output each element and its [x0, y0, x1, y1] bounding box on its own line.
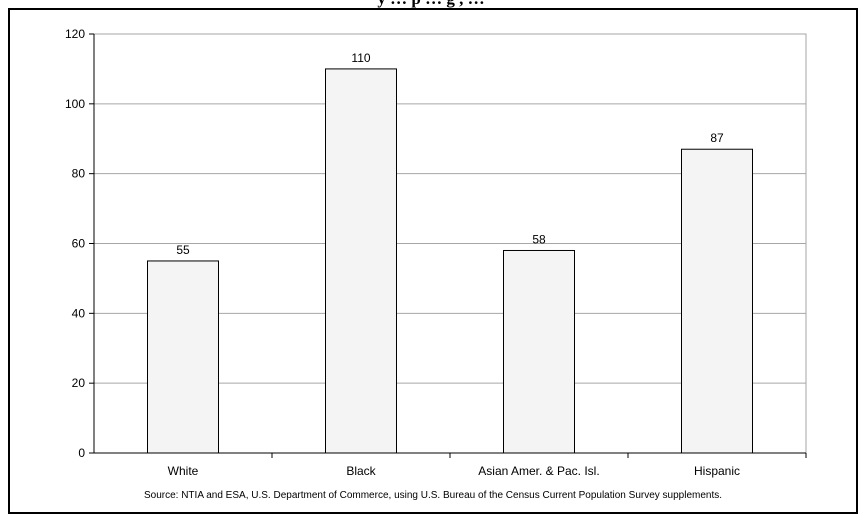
y-tick-label: 20: [72, 376, 86, 390]
chart-frame: 0 20 40 60 80 100 120 55 110 58 87 White Black Asia…: [8, 8, 858, 514]
y-axis-ticks: 0 20 40 60 80 100 120: [65, 27, 94, 460]
y-tick-label: 60: [72, 237, 86, 251]
data-labels: 55 110 58 87: [176, 51, 724, 257]
bar-3: [681, 148, 753, 454]
bar-0: [147, 260, 219, 454]
bar-1: [325, 68, 397, 454]
x-axis-labels: White Black Asian Amer. & Pac. Isl. Hispani…: [168, 453, 807, 478]
y-tick-label: 100: [65, 97, 85, 111]
y-tick-label: 40: [72, 306, 86, 320]
x-tick-label: White: [168, 464, 199, 478]
x-tick-label: Asian Amer. & Pac. Isl.: [478, 464, 599, 478]
chart-title-fragment: y … p … g , …: [0, 0, 862, 10]
bar-2: [503, 249, 575, 454]
x-tick-label: Hispanic: [694, 464, 740, 478]
data-label: 58: [532, 232, 546, 246]
source-note: Source: NTIA and ESA, U.S. Department of…: [144, 490, 722, 501]
y-tick-label: 0: [78, 446, 85, 460]
y-tick-label: 80: [72, 167, 86, 181]
bars: [147, 68, 753, 454]
data-label: 87: [710, 131, 724, 145]
data-label: 55: [176, 243, 190, 257]
x-tick-label: Black: [346, 464, 376, 478]
bar-chart: 0 20 40 60 80 100 120 55 110 58 87 White Black Asia…: [65, 27, 807, 501]
data-label: 110: [351, 51, 370, 65]
y-tick-label: 120: [65, 27, 85, 41]
